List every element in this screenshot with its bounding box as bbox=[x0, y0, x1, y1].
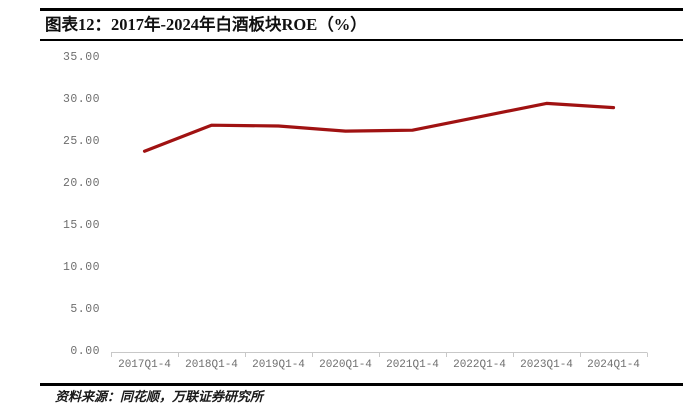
x-axis-label: 2022Q1-4 bbox=[453, 359, 506, 371]
x-axis-label: 2020Q1-4 bbox=[319, 359, 372, 371]
roe-line-series bbox=[142, 101, 616, 153]
y-axis-label: 35.00 bbox=[62, 51, 100, 64]
x-axis-label: 2023Q1-4 bbox=[520, 359, 573, 371]
footer-rule bbox=[40, 383, 683, 386]
title-underline-rule bbox=[40, 39, 683, 41]
x-axis-label: 2024Q1-4 bbox=[587, 359, 640, 371]
x-axis-label: 2021Q1-4 bbox=[386, 359, 439, 371]
roe-line-chart: 35.00 30.00 25.00 20.00 15.00 10.00 5.00 0.00 2… bbox=[0, 40, 684, 380]
figure-title: 图表12：2017年-2024年白酒板块ROE（%） bbox=[45, 15, 367, 34]
x-axis-label: 2019Q1-4 bbox=[252, 359, 305, 371]
y-axis-label: 25.00 bbox=[62, 135, 100, 148]
source-note: 资料来源：同花顺，万联证券研究所 bbox=[55, 389, 264, 404]
plot-area bbox=[111, 101, 648, 357]
y-axis-label: 30.00 bbox=[62, 93, 100, 106]
y-axis-label: 0.00 bbox=[70, 345, 100, 358]
y-axis-label: 20.00 bbox=[62, 177, 100, 190]
x-axis-label: 2018Q1-4 bbox=[185, 359, 238, 371]
top-rule bbox=[40, 8, 683, 11]
y-axis-label: 10.00 bbox=[62, 261, 100, 274]
y-axis-label: 5.00 bbox=[70, 303, 100, 316]
x-axis-label: 2017Q1-4 bbox=[118, 359, 171, 371]
y-axis-label: 15.00 bbox=[62, 219, 100, 232]
